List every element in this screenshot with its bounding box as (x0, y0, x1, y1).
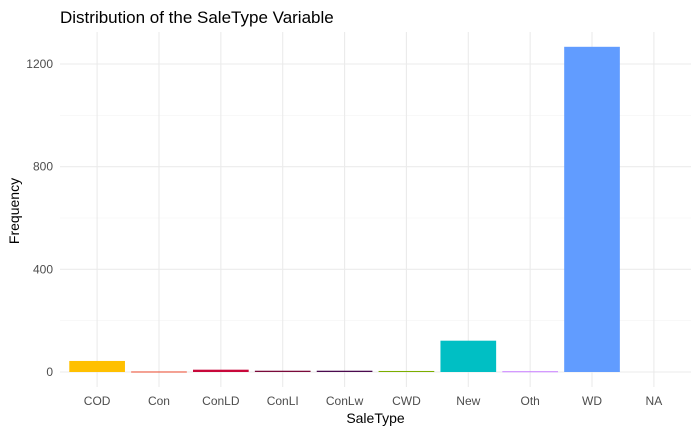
x-tick-label-wd: WD (582, 394, 602, 408)
bars (69, 46, 620, 373)
y-tick-label: 0 (46, 365, 53, 379)
bar-con (131, 371, 187, 373)
y-tick-label: 400 (33, 262, 53, 276)
bar-conli (254, 370, 311, 372)
y-tick-labels: 0 400 800 1200 (26, 57, 53, 379)
bar-new (440, 340, 497, 372)
y-tick-label: 800 (33, 160, 53, 174)
x-tick-label-cwd: CWD (392, 394, 421, 408)
x-tick-label-con: Con (148, 394, 170, 408)
bar-cod (69, 360, 125, 372)
x-tick-label-cod: COD (84, 394, 111, 408)
bar-wd (564, 46, 620, 373)
x-tick-label-conlw: ConLw (326, 394, 364, 408)
bar-cwd (378, 370, 435, 372)
bar-conlw (316, 370, 373, 372)
x-tick-label-conld: ConLD (202, 394, 240, 408)
y-tick-label: 1200 (26, 57, 53, 71)
x-axis-title: SaleType (346, 410, 405, 426)
y-axis-title: Frequency (6, 178, 22, 244)
x-tick-labels: COD Con ConLD ConLI ConLw CWD New Oth WD NA (84, 394, 662, 408)
x-tick-label-new: New (456, 394, 480, 408)
bar-conld (193, 369, 249, 372)
bar-oth (502, 371, 558, 373)
x-tick-label-na: NA (646, 394, 663, 408)
x-tick-label-conli: ConLI (267, 394, 299, 408)
chart-title: Distribution of the SaleType Variable (60, 8, 334, 27)
x-tick-label-oth: Oth (520, 394, 539, 408)
grid (60, 32, 691, 387)
